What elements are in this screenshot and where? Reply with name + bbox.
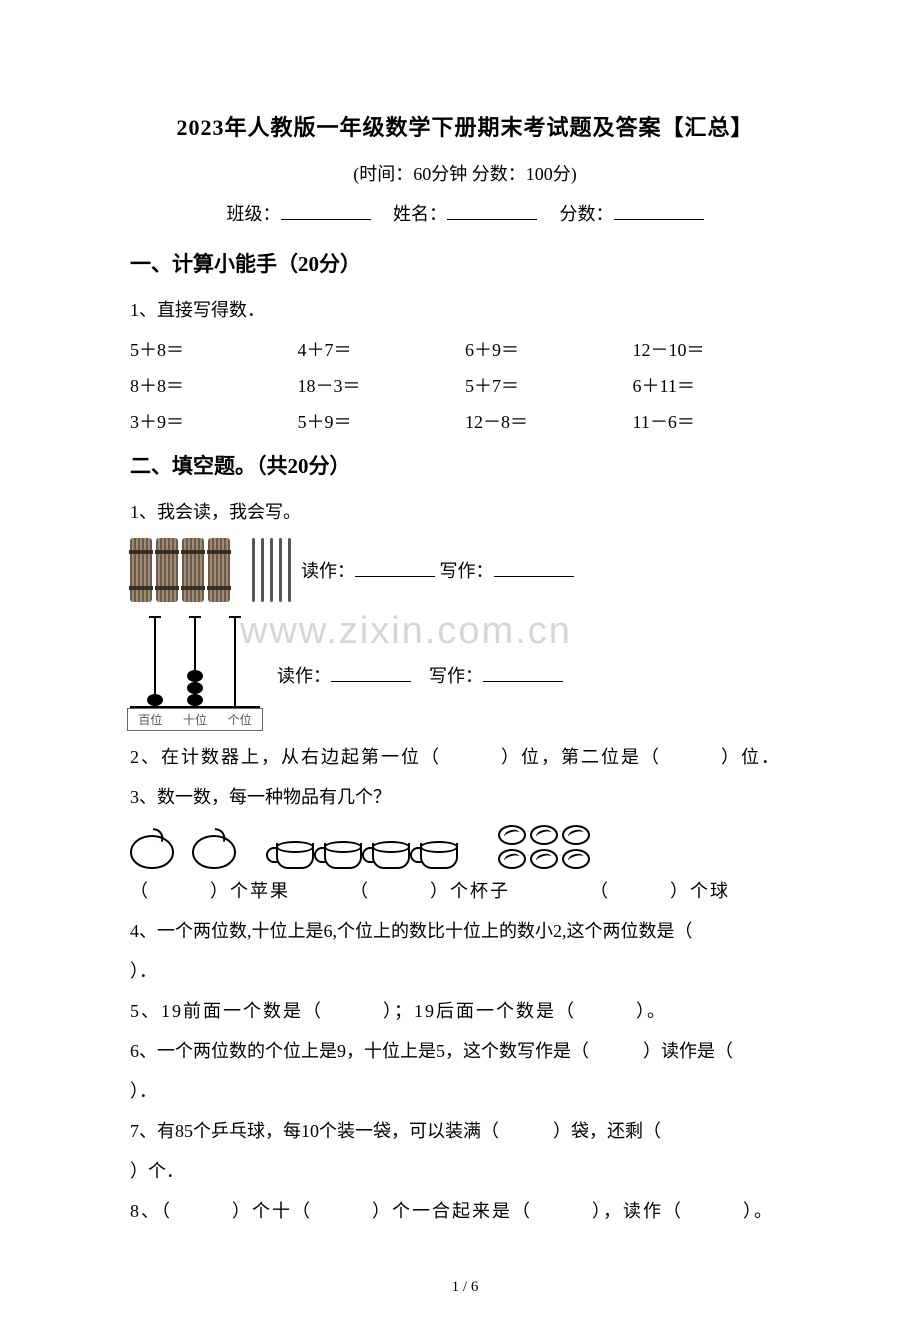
cup-icon (372, 843, 410, 869)
section-2-head: 二、填空题。（共20分） (130, 450, 800, 480)
write-label: 写作： (429, 666, 483, 686)
class-label: 班级： (227, 204, 281, 224)
ball-icon (562, 825, 590, 845)
abacus-label: 百位 (138, 711, 162, 728)
ball-icon (530, 825, 558, 845)
calc-cell: 12－10＝ (633, 332, 801, 368)
stick-icon (261, 538, 264, 602)
cup-icon (324, 843, 362, 869)
calc-cell: 8＋8＝ (130, 368, 298, 404)
calc-cell: 4＋7＝ (298, 332, 466, 368)
page-number: 1 / 6 (130, 1279, 800, 1296)
read-label: 读作： (301, 561, 355, 581)
apple-icon (192, 835, 236, 869)
s2-q5: 5、19前面一个数是（ ）；19后面一个数是（ ）。 (130, 993, 800, 1029)
ball-icon (530, 849, 558, 869)
write-label: 写作： (440, 561, 494, 581)
read-blank[interactable] (331, 664, 411, 682)
name-label: 姓名： (393, 204, 447, 224)
abacus-rod (234, 618, 236, 706)
calc-cell: 6＋11＝ (633, 368, 801, 404)
score-blank[interactable] (614, 202, 704, 220)
s2-q6b: ）． (130, 1073, 800, 1109)
write-blank[interactable] (483, 664, 563, 682)
count-items-labels: （ ）个苹果 （ ）个杯子 （ ）个球 (130, 873, 800, 909)
s2-q8: 8、（ ）个十（ ）个一合起来是（ ），读作（ ）。 (130, 1193, 800, 1229)
sticks-answer: 读作： 写作： (301, 557, 574, 583)
read-blank[interactable] (355, 559, 435, 577)
abacus-answer: 读作： 写作： (277, 662, 563, 688)
cup-count-label: （ ）个杯子 (350, 873, 590, 909)
cups-group (276, 843, 458, 869)
s2-q4b: ）． (130, 953, 800, 989)
abacus-figure: 百位 十位 个位 读作： 写作： (130, 618, 800, 731)
calc-cell: 3＋9＝ (130, 404, 298, 440)
s1-q1: 1、直接写得数． (130, 292, 800, 328)
stick-icon (252, 538, 255, 602)
sticks-figure: 读作： 写作： (130, 538, 800, 602)
calc-cell: 11－6＝ (633, 404, 801, 440)
balls-group (498, 825, 590, 869)
calc-cell: 6＋9＝ (465, 332, 633, 368)
student-info-row: 班级： 姓名： 分数： (130, 200, 800, 226)
cup-icon (420, 843, 458, 869)
ball-icon (562, 849, 590, 869)
abacus-icon (130, 618, 260, 708)
count-items (130, 825, 800, 869)
calc-cell: 5＋8＝ (130, 332, 298, 368)
score-label: 分数： (560, 204, 614, 224)
read-label: 读作： (277, 666, 331, 686)
abacus-labels: 百位 十位 个位 (127, 708, 263, 731)
exam-page: 2023年人教版一年级数学下册期末考试题及答案【汇总】 (时间：60分钟 分数：… (0, 0, 920, 1336)
stick-icon (279, 538, 282, 602)
abacus-rod (194, 618, 196, 706)
s2-q4a: 4、一个两位数,十位上是6,个位上的数比十位上的数小2,这个两位数是（ (130, 913, 800, 949)
calc-cell: 18－3＝ (298, 368, 466, 404)
apples-group (130, 835, 236, 869)
exam-meta: (时间：60分钟 分数：100分) (130, 160, 800, 186)
write-blank[interactable] (494, 559, 574, 577)
apple-count-label: （ ）个苹果 (130, 873, 350, 909)
s2-q1: 1、我会读，我会写。 (130, 494, 800, 530)
s2-q2: 2、在计数器上，从右边起第一位（ ）位，第二位是（ ）位． (130, 739, 800, 775)
ball-icon (498, 849, 526, 869)
bundle-icon (208, 538, 230, 602)
s2-q6a: 6、一个两位数的个位上是9，十位上是5，这个数写作是（ ）读作是（ (130, 1033, 800, 1069)
class-blank[interactable] (281, 202, 371, 220)
s2-q3: 3、数一数，每一种物品有几个？ (130, 779, 800, 815)
loose-sticks (252, 538, 291, 602)
ball-icon (498, 825, 526, 845)
abacus-label: 十位 (183, 711, 207, 728)
stick-icon (270, 538, 273, 602)
stick-icon (288, 538, 291, 602)
bundle-icon (182, 538, 204, 602)
bundle-icon (130, 538, 152, 602)
stick-bundles (130, 538, 230, 602)
section-1-head: 一、计算小能手（20分） (130, 248, 800, 278)
page-title: 2023年人教版一年级数学下册期末考试题及答案【汇总】 (130, 110, 800, 142)
calc-grid: 5＋8＝ 4＋7＝ 6＋9＝ 12－10＝ 8＋8＝ 18－3＝ 5＋7＝ 6＋… (130, 332, 800, 440)
apple-icon (130, 835, 174, 869)
ball-count-label: （ ）个球 (590, 873, 800, 909)
abacus-label: 个位 (228, 711, 252, 728)
name-blank[interactable] (447, 202, 537, 220)
calc-cell: 5＋9＝ (298, 404, 466, 440)
calc-cell: 12－8＝ (465, 404, 633, 440)
calc-cell: 5＋7＝ (465, 368, 633, 404)
s2-q7b: ）个． (130, 1153, 800, 1189)
s2-q7a: 7、有85个乒乓球，每10个装一袋，可以装满（ ）袋，还剩（ (130, 1113, 800, 1149)
cup-icon (276, 843, 314, 869)
bundle-icon (156, 538, 178, 602)
abacus-rod (154, 618, 156, 706)
